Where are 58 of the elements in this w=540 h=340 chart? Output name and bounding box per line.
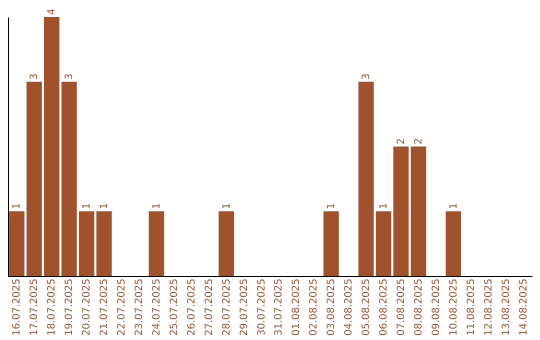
bar [96, 211, 112, 276]
data-label: 1 [448, 202, 460, 210]
bar [26, 82, 42, 276]
x-tick-label: 01.08.2025 [291, 278, 302, 336]
bar [323, 211, 339, 276]
data-label: 3 [29, 73, 40, 80]
x-tick-label: 22.07.2025 [116, 278, 128, 336]
bar [446, 211, 462, 276]
data-label: 1 [82, 202, 93, 210]
x-tick-label: 13.08.2025 [500, 278, 512, 336]
bar [218, 211, 234, 276]
x-tick-label: 29.07.2025 [238, 278, 250, 336]
bar [393, 146, 409, 276]
x-tick-label: 18.07.2025 [46, 278, 58, 336]
x-tick-label: 19.07.2025 [64, 278, 76, 336]
data-label: 2 [413, 138, 424, 144]
x-tick-label: 02.08.2025 [308, 278, 320, 336]
data-label: 1 [99, 202, 110, 210]
x-tick-label: 04.08.2025 [344, 278, 355, 336]
data-label: 1 [221, 202, 232, 210]
x-tick-label: 12.08.2025 [483, 278, 494, 336]
data-label: 3 [361, 73, 372, 80]
x-tick-label: 03.08.2025 [326, 278, 338, 336]
x-tick-label: 27.07.2025 [204, 278, 215, 336]
x-tick-label: 21.07.2025 [99, 278, 110, 336]
bar [78, 211, 94, 276]
data-label: 4 [46, 8, 58, 15]
x-tick-label: 25.07.2025 [168, 278, 180, 336]
x-tick-label: 14.08.2025 [518, 278, 530, 336]
x-tick-label: 26.07.2025 [186, 278, 198, 336]
x-tick-label: 23.07.2025 [134, 278, 145, 336]
x-tick-label: 05.08.2025 [361, 278, 372, 336]
data-label: 1 [151, 202, 162, 210]
x-tick-label: 24.07.2025 [151, 278, 162, 336]
x-tick-label: 28.07.2025 [221, 278, 232, 336]
x-tick-label: 07.08.2025 [396, 278, 407, 336]
x-tick-label: 09.08.2025 [430, 278, 442, 336]
x-tick-label: 10.08.2025 [448, 278, 460, 336]
bar [148, 211, 164, 276]
bar [9, 211, 24, 276]
x-tick-label: 11.08.2025 [466, 278, 477, 336]
data-label: 2 [396, 138, 407, 144]
x-tick-label: 31.07.2025 [274, 278, 285, 336]
x-tick-label: 08.08.2025 [413, 278, 424, 336]
bar [61, 82, 77, 276]
data-label: 1 [12, 202, 23, 210]
x-tick-label: 06.08.2025 [378, 278, 390, 336]
data-label: 1 [378, 202, 390, 210]
x-tick-label: 30.07.2025 [256, 278, 268, 336]
bar [44, 17, 60, 276]
x-tick-label: 20.07.2025 [82, 278, 93, 336]
data-label: 3 [64, 73, 76, 80]
x-tick-label: 16.07.2025 [12, 278, 23, 336]
x-tick-label: 17.07.2025 [29, 278, 40, 336]
data-label: 1 [326, 202, 338, 210]
bar [410, 146, 426, 276]
bar [376, 211, 392, 276]
bar [358, 82, 374, 276]
